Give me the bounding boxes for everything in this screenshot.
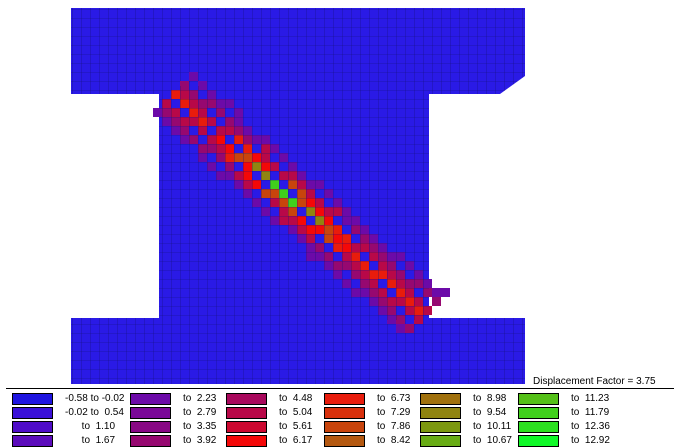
legend-label: to 8.98 [473, 393, 507, 404]
band-cell [405, 324, 414, 333]
legend-label: to 11.79 [571, 407, 610, 418]
legend-swatch [518, 435, 559, 447]
displacement-factor-value: 3.75 [636, 376, 656, 387]
legend-swatch [420, 435, 461, 447]
legend-swatch [324, 435, 365, 447]
legend-swatch [226, 421, 267, 433]
legend-swatch [518, 421, 559, 433]
legend-label: to 11.23 [571, 393, 610, 404]
legend-label: -0.02 to 0.54 [65, 407, 124, 418]
legend-label: to 10.11 [473, 421, 512, 432]
legend-label: to 6.73 [377, 393, 411, 404]
legend-label: to 2.79 [183, 407, 217, 418]
mesh-viewport[interactable] [0, 0, 678, 388]
legend-swatch [420, 421, 461, 433]
legend-label: to 3.92 [183, 435, 217, 446]
legend-label: to 12.36 [571, 421, 610, 432]
legend-swatch [12, 407, 53, 419]
legend-label: to 4.48 [279, 393, 313, 404]
legend-label: to 7.29 [377, 407, 411, 418]
legend-label: to 6.17 [279, 435, 313, 446]
legend-label: to 3.35 [183, 421, 217, 432]
legend-swatch [324, 407, 365, 419]
band-cell [432, 297, 441, 306]
legend-swatch [226, 435, 267, 447]
band-cell [189, 72, 198, 81]
legend-divider [6, 388, 674, 389]
contour-legend: -0.58 to -0.02 -0.02 to 0.54 to 1.10 to 1… [0, 390, 678, 448]
legend-label: to 7.86 [377, 421, 411, 432]
legend-swatch [226, 407, 267, 419]
legend-swatch [324, 421, 365, 433]
legend-swatch [324, 393, 365, 405]
legend-swatch [130, 407, 171, 419]
legend-swatch [12, 393, 53, 405]
specimen-body [153, 72, 450, 333]
legend-label: to 12.92 [571, 435, 610, 446]
bottom-block [71, 318, 525, 384]
legend-label: to 10.67 [473, 435, 512, 446]
displacement-factor-label: Displacement Factor = [533, 376, 634, 387]
displacement-factor: Displacement Factor = 3.75 [533, 376, 656, 387]
band-cell [153, 108, 162, 117]
legend-swatch [226, 393, 267, 405]
legend-swatch [420, 393, 461, 405]
legend-label: to 5.04 [279, 407, 313, 418]
legend-swatch [130, 435, 171, 447]
legend-swatch [130, 393, 171, 405]
legend-swatch [518, 407, 559, 419]
legend-label: to 5.61 [279, 421, 313, 432]
legend-swatch [12, 421, 53, 433]
band-cell [198, 81, 207, 90]
band-cell [441, 288, 450, 297]
legend-label: to 8.42 [377, 435, 411, 446]
legend-swatch [12, 435, 53, 447]
legend-swatch [130, 421, 171, 433]
legend-label: to 2.23 [183, 393, 217, 404]
legend-label: to 9.54 [473, 407, 507, 418]
band-cell [180, 81, 189, 90]
legend-label: to 1.10 [65, 421, 116, 432]
legend-label: -0.58 to -0.02 [65, 393, 125, 404]
band-cell [432, 288, 441, 297]
top-block [71, 8, 525, 94]
legend-label: to 1.67 [65, 435, 116, 446]
band-cell [396, 324, 405, 333]
legend-swatch [518, 393, 559, 405]
legend-swatch [420, 407, 461, 419]
